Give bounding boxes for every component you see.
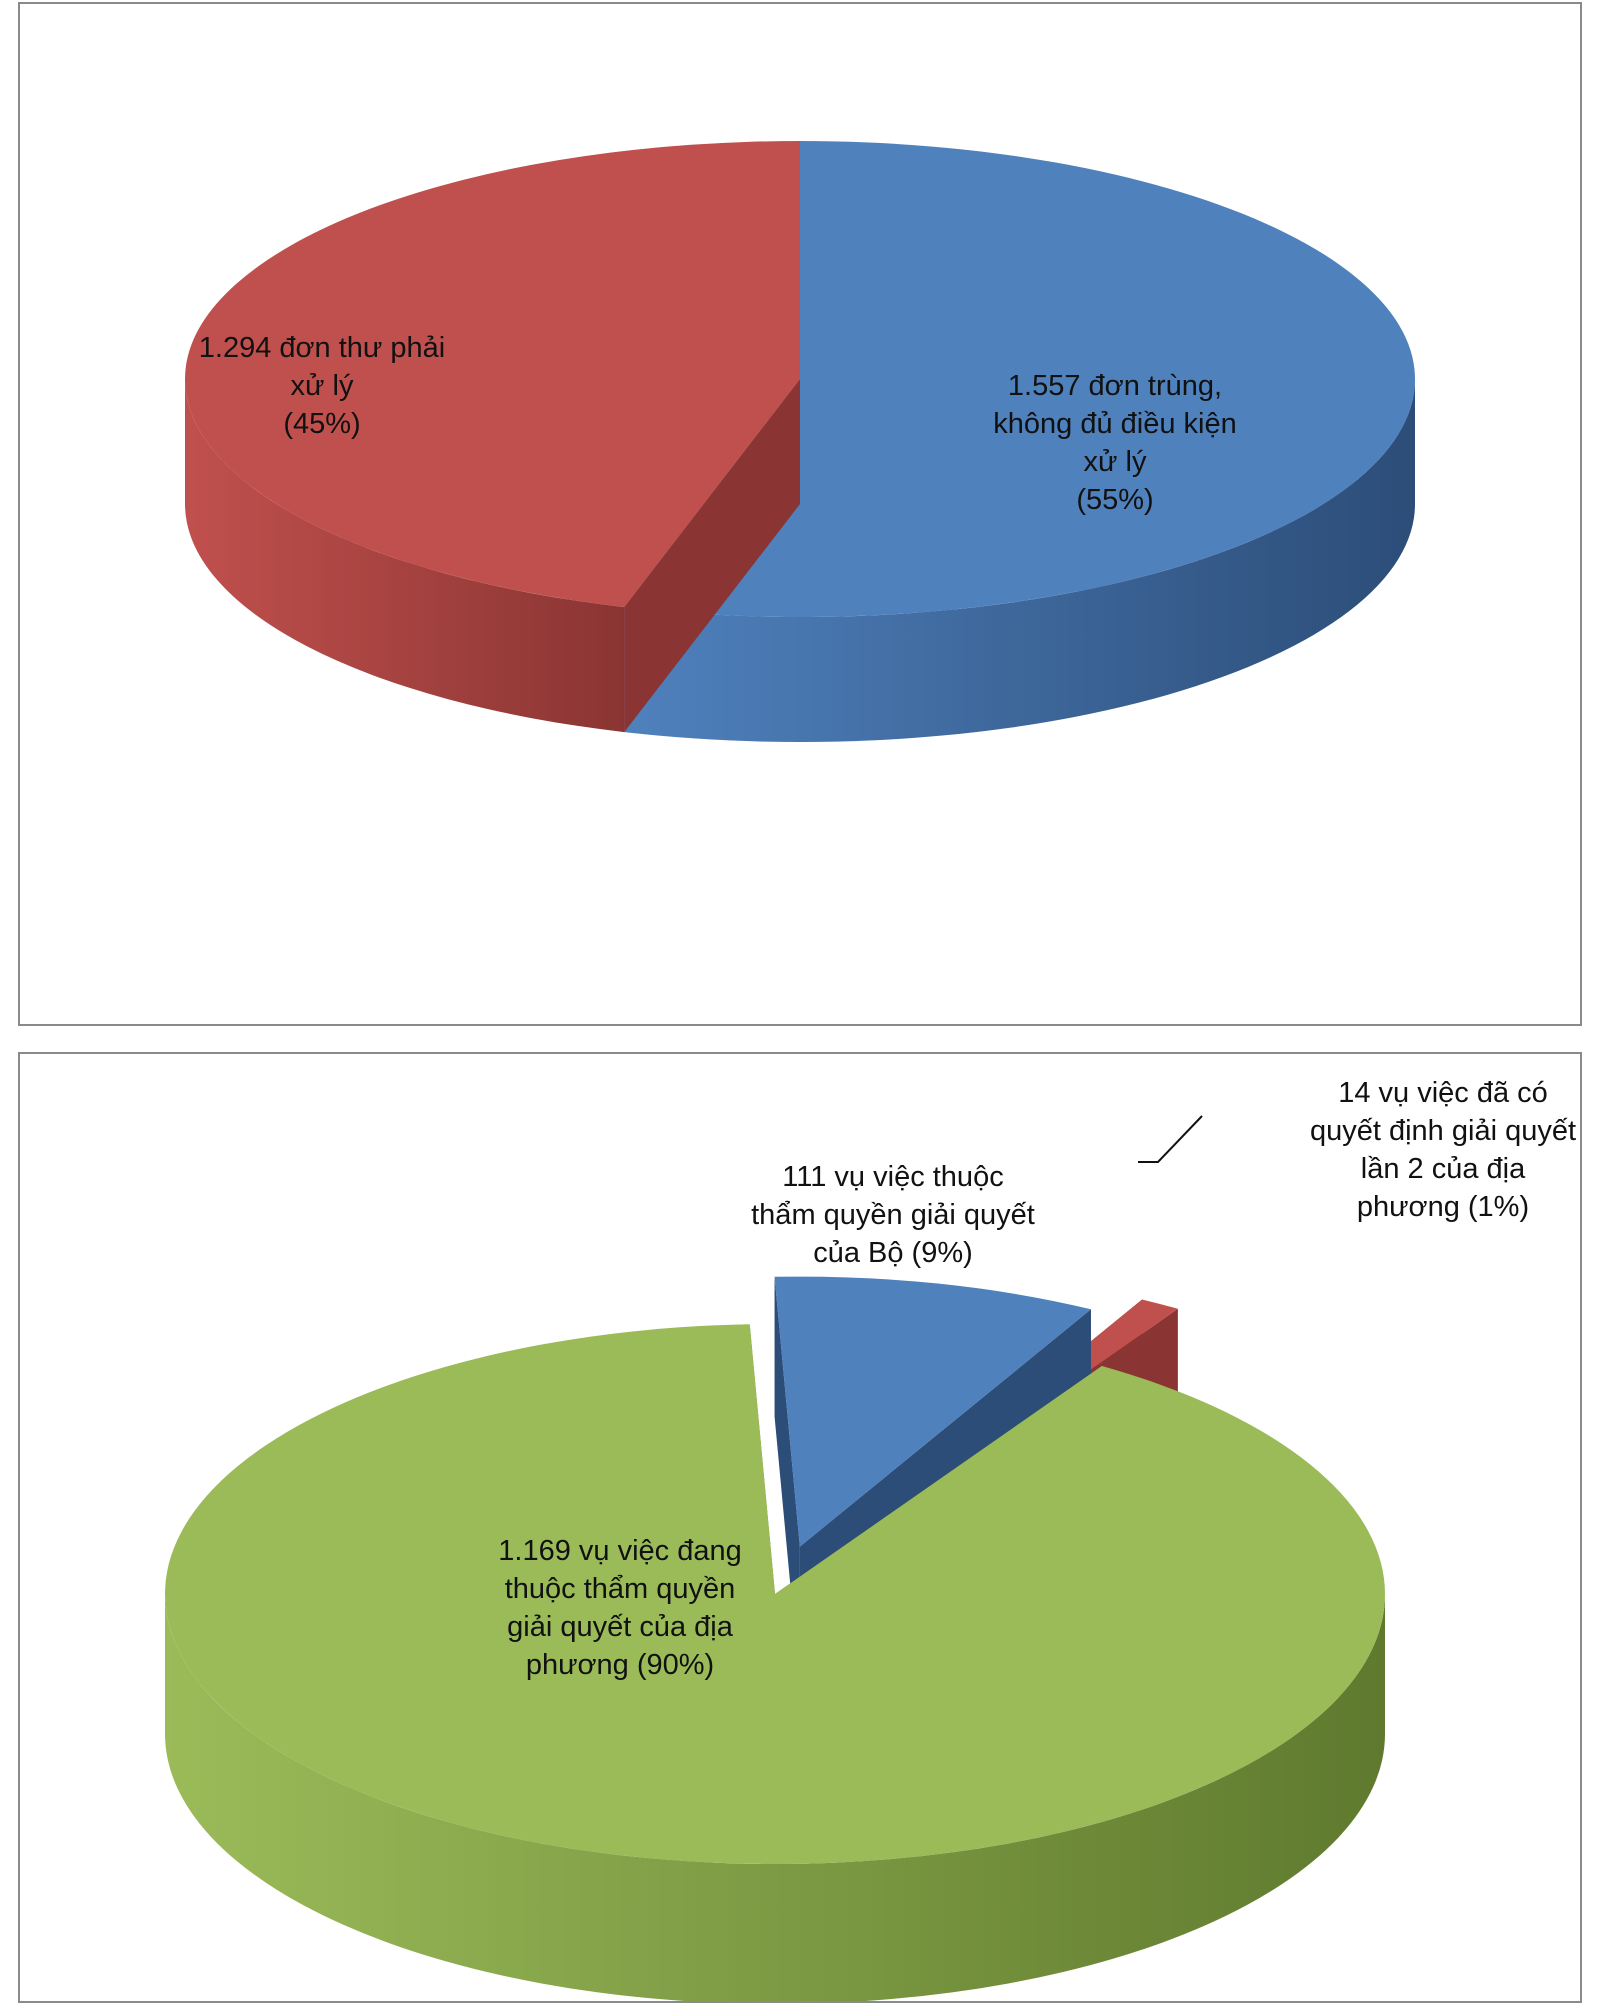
slice-label-line: 1.294 đơn thư phải bbox=[198, 332, 446, 364]
pie-slice-1-0 bbox=[164, 1324, 1385, 2001]
slice-label-second-decision: 14 vụ việc đã có quyết định giải quyết lần… bbox=[1310, 1074, 1576, 1226]
pie-slice-0-1 bbox=[184, 141, 801, 733]
pie-top-0-0 bbox=[624, 141, 1415, 617]
chart-panel-bottom: 1.169 vụ việc đang thuộc thẩm quyền giải q… bbox=[18, 1052, 1582, 2003]
pie-wall-0-1-start bbox=[624, 379, 800, 733]
slice-label-duplicate-requests: 1.557 đơn trùng, không đủ điều kiện xử lý (… bbox=[993, 367, 1236, 519]
pie-top-0-1 bbox=[184, 141, 801, 608]
slice-label-line: 111 vụ việc thuộc bbox=[782, 1161, 1004, 1193]
slice-label-local-authority: 1.169 vụ việc đang thuộc thẩm quyền giải q… bbox=[498, 1532, 741, 1684]
slice-label-line: của Bộ (9%) bbox=[813, 1237, 973, 1269]
slice-label-line: thuộc thẩm quyền bbox=[504, 1573, 736, 1605]
pie-chart-top bbox=[184, 141, 1415, 742]
pie-side-0-0 bbox=[624, 379, 1415, 742]
pie-top-1-1 bbox=[774, 1276, 1091, 1547]
pie-top-1-0 bbox=[164, 1324, 1385, 1864]
slice-label-line: xử lý bbox=[1083, 446, 1147, 478]
slice-label-line: quyết định giải quyết bbox=[1309, 1115, 1577, 1147]
slice-label-line: giải quyết của địa bbox=[507, 1611, 733, 1643]
slice-label-line: phương (1%) bbox=[1356, 1191, 1530, 1223]
slice-label-line: không đủ điều kiện bbox=[993, 408, 1237, 440]
slice-label-line: thẩm quyền giải quyết bbox=[751, 1199, 1035, 1231]
slice-label-line: xử lý bbox=[290, 370, 354, 402]
slice-label-line: (55%) bbox=[1076, 484, 1154, 516]
chart-panel-top: 1.557 đơn trùng, không đủ điều kiện xử lý (… bbox=[18, 2, 1582, 1026]
slice-label-line: 1.169 vụ việc đang bbox=[498, 1535, 742, 1567]
leader-line-second-decision bbox=[1138, 1115, 1203, 1163]
slice-label-line: (45%) bbox=[283, 408, 361, 440]
pie-side-1-0 bbox=[165, 1594, 1385, 2001]
slice-label-requests-to-process: 1.294 đơn thư phải xử lý (45%) bbox=[199, 329, 445, 443]
slice-label-ministry-authority: 111 vụ việc thuộc thẩm quyền giải quyết củ… bbox=[751, 1158, 1035, 1272]
slice-label-line: lần 2 của địa bbox=[1360, 1153, 1526, 1185]
pie-side-0-1 bbox=[185, 379, 625, 733]
slice-label-line: 1.557 đơn trùng, bbox=[1007, 370, 1223, 402]
slice-label-line: phương (90%) bbox=[525, 1649, 715, 1681]
pie-chart-bottom bbox=[164, 1115, 1385, 2001]
slice-label-line: 14 vụ việc đã có bbox=[1338, 1077, 1548, 1109]
